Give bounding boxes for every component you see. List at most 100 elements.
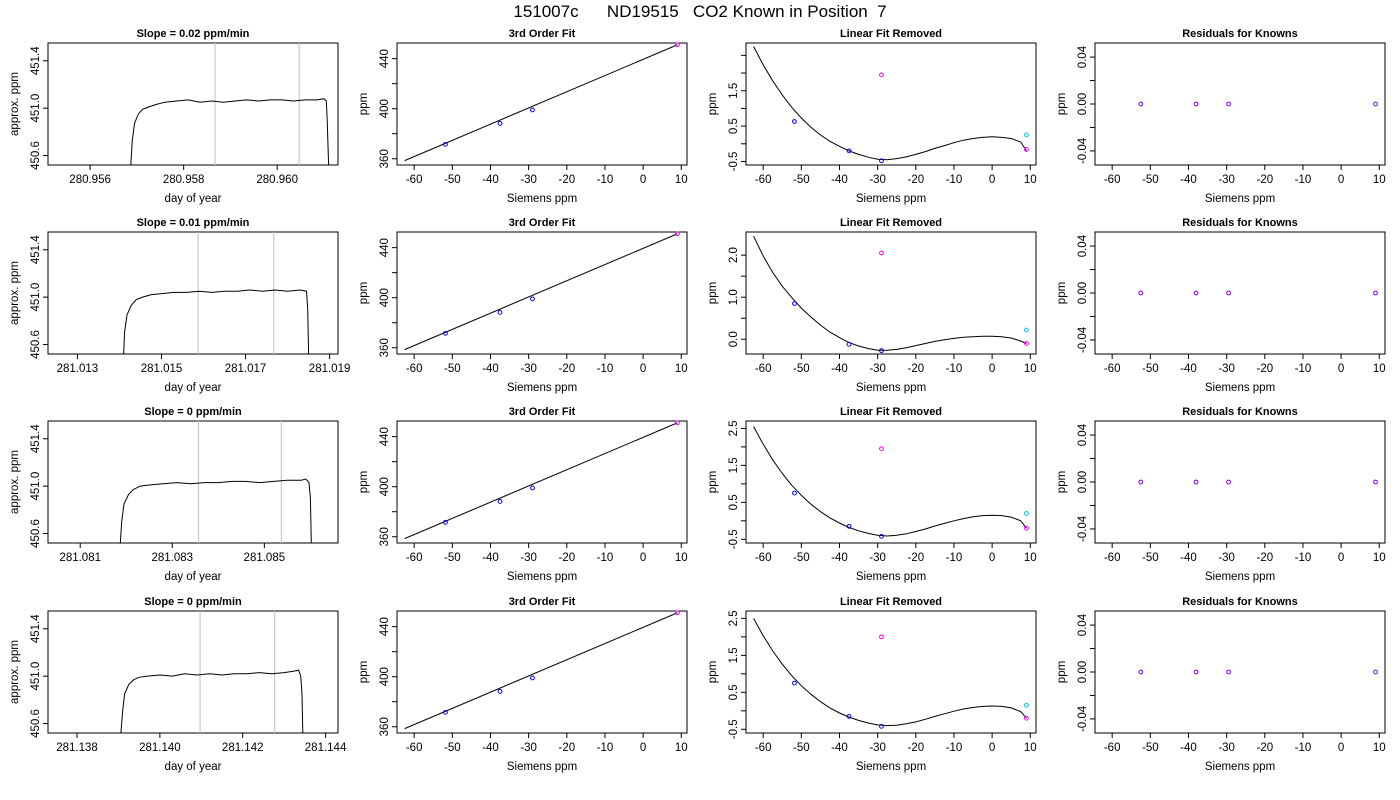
panel-r3c2-x-tick-label: 10 [675,552,688,564]
figure-title: 151007c ND19515 CO2 Known in Position 7 [513,2,887,21]
panel-r2c1-x-tick-label: 281.013 [57,363,99,375]
panel-r1c4-x-tick-label: 0 [1338,174,1344,186]
panel-r3c2-fit-line [404,422,678,540]
panel-r2c3-data-point [1024,327,1029,333]
panel-r2c2-data-point [497,310,503,315]
panel-r3c1-y-tick-label: 451.0 [30,472,42,501]
panel-r2c2-title: 3rd Order Fit [509,217,576,229]
panel-r3c3-y-axis-label: ppm [707,471,719,493]
panel-r3c2-x-tick-label: -20 [558,552,575,564]
panel-r3c3-data-point [846,523,852,529]
panel-r2c4-x-axis-label: Siemens ppm [1205,382,1275,394]
panel-r4c2-y-axis-label: ppm [358,661,370,683]
panel-r4c3-x-tick-label: -30 [869,742,886,754]
panel-r2c4-x-tick-label: 10 [1373,363,1386,375]
panel-r3c4-x-tick-label: -60 [1104,552,1121,564]
panel-r3c4-x-tick-label: -10 [1295,552,1312,564]
panel-r1c3-x-tick-label: -40 [831,174,848,186]
panel-r3c2-x-axis-label: Siemens ppm [507,571,577,583]
panel-r2c3-y-axis-label: ppm [707,282,719,304]
panel-r1c3-x-tick-label: -10 [946,174,963,186]
panel-r4c1-x-tick-label: 281.144 [305,742,347,754]
panel-r2c1-y-tick-label: 451.0 [30,283,42,312]
panel-r1c2-data-point [675,42,680,48]
panel-r1c1-title: Slope = 0.02 ppm/min [137,28,250,40]
panel-r3c2-plot-frame [396,420,688,544]
panel-r3c4-x-tick-label: -40 [1180,552,1197,564]
panel-r2c2-y-tick-label: 440 [379,238,391,257]
panel-r3c3-x-tick-label: -60 [755,552,772,564]
panel-r1c2-x-axis-label: Siemens ppm [507,193,577,205]
panel-r2c3-fit-curve [753,235,1027,351]
panel-r1c4-y-tick-label: 0.00 [1077,93,1089,115]
panel-r3c3-x-tick-label: 10 [1024,552,1037,564]
panel-r2c2-x-tick-label: 0 [640,363,646,375]
panel-r1c1-y-tick-label: 450.6 [30,141,42,170]
panel-r4c3-x-axis-label: Siemens ppm [856,761,926,773]
panel-r3c4-y-tick-label: 0.04 [1077,423,1089,446]
panel-r1c3-data-point [1024,132,1029,138]
panel-r1c2-plot-frame [396,42,688,166]
panel-r4c2-x-tick-label: 0 [640,742,646,754]
panel-r4c2-title: 3rd Order Fit [509,596,576,608]
panel-r3c3-x-axis-label: Siemens ppm [856,571,926,583]
panel-r4c3-y-axis-label: ppm [707,661,719,683]
panel-r2c1-x-axis-label: day of year [165,382,222,394]
panel-r1c2-y-tick-label: 360 [379,149,391,168]
panel-r4c1-title: Slope = 0 ppm/min [144,596,242,608]
panel-r4c3-x-tick-label: -60 [755,742,772,754]
panel-r2c3-data-point [846,341,852,347]
panel-r4c4-data-point [1226,669,1231,675]
panel-r2c3-x-tick-label: -10 [946,363,963,375]
panel-r1c3-fit-curve [753,46,1027,161]
panel-r4c1-plot-frame [47,610,339,734]
panel-r4c4-x-tick-label: 0 [1338,742,1344,754]
panel-r2c4-data-point [1138,290,1144,296]
panel-r1c3-x-tick-label: 10 [1024,174,1037,186]
panel-r4c3-data-point [879,634,884,640]
panel-r1c4-x-axis-label: Siemens ppm [1205,193,1275,205]
panel-r2c4-data-point [1373,290,1378,296]
panel-r3c3-data-point [1024,511,1029,516]
panel-r4c3-x-tick-label: -20 [907,742,924,754]
panel-r2c2-x-tick-label: -30 [520,363,537,375]
panel-r4c2-x-tick-label: -50 [444,742,461,754]
panel-r4c1-series-line [120,669,304,733]
panel-r3c1-series-line [119,478,312,543]
panel-r1c2-x-tick-label: -60 [406,174,423,186]
panel-r4c3-x-tick-label: 0 [989,742,995,754]
panel-r2c1-y-tick-label: 450.6 [30,330,42,359]
panel-r4c4-data-point [1193,669,1199,675]
panel-r4c1-x-tick-label: 281.140 [139,742,181,754]
panel-r2c3-y-tick-label: 1.0 [728,289,740,305]
panel-r4c4-y-tick-label: 0.04 [1077,613,1089,636]
panel-r1c2-title: 3rd Order Fit [509,28,576,40]
panel-r3c4-title: Residuals for Knowns [1182,406,1298,418]
panel-r2c2-data-point [675,231,680,237]
panel-r4c4-y-tick-label: 0.00 [1077,661,1089,683]
panel-r2c3-x-tick-label: -50 [793,363,810,375]
panel-r2c2-x-tick-label: -10 [597,363,614,375]
panel-r1c2-y-tick-label: 400 [379,99,391,118]
panel-r1c1-x-tick-label: 280.958 [163,174,205,186]
panel-r1c4-x-tick-label: 10 [1373,174,1386,186]
panel-r4c1-x-tick-label: 281.138 [56,742,98,754]
panel-r2c4-x-tick-label: -30 [1218,363,1235,375]
panel-r3c3-y-tick-label: 1.5 [728,457,740,473]
panel-r4c2-data-point [443,709,448,715]
panel-r3c1-plot-frame [47,420,339,544]
panel-r1c2-data-point [530,107,535,113]
panel-r3c3-x-tick-label: 0 [989,552,995,564]
panel-r4c1-x-tick-label: 281.142 [222,742,264,754]
panel-r1c4-y-tick-label: 0.04 [1077,45,1089,68]
panel-r4c2-fit-line [404,612,678,730]
panel-r1c3-x-axis-label: Siemens ppm [856,193,926,205]
panel-r2c1-x-tick-label: 281.017 [225,363,267,375]
panel-r3c3-plot-frame [745,420,1037,544]
panel-r1c4-x-tick-label: -50 [1142,174,1159,186]
panel-r2c2-x-tick-label: -40 [482,363,499,375]
panel-r3c3-x-tick-label: -10 [946,552,963,564]
panel-r1c3-data-point [879,72,884,78]
panel-r4c4-x-axis-label: Siemens ppm [1205,761,1275,773]
panel-r2c2-plot-frame [396,231,688,355]
